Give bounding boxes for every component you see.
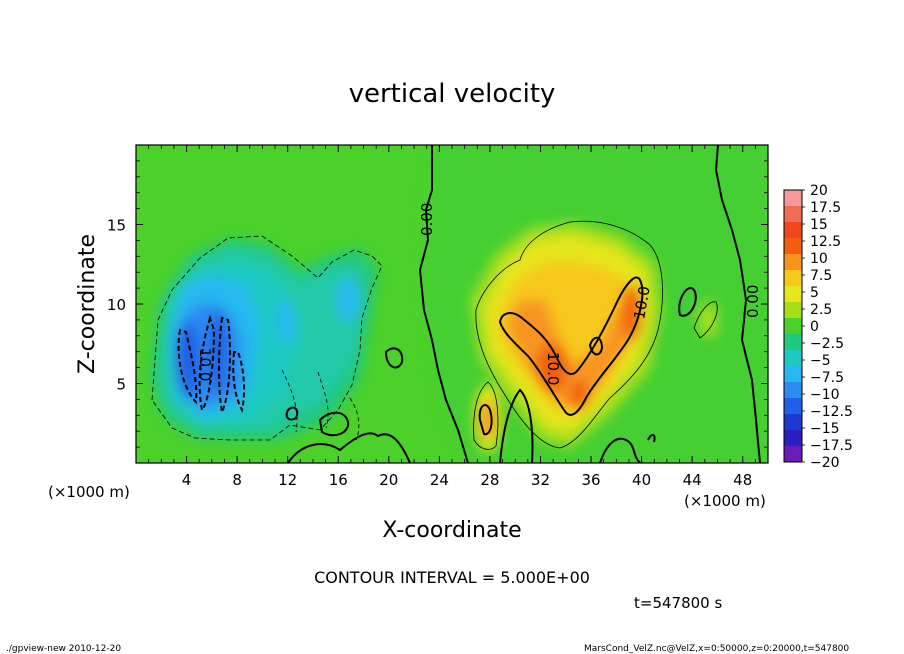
colorbar-swatch xyxy=(784,190,802,207)
x-tick-label: 44 xyxy=(683,471,702,489)
x-tick-label: 32 xyxy=(531,471,550,489)
x-tick-label: 28 xyxy=(480,471,499,489)
contour-label: 10.0 xyxy=(196,348,214,381)
colorbar-label: 2.5 xyxy=(810,302,832,318)
x-tick-label: 36 xyxy=(581,471,600,489)
footer-left: ./gpview-new 2010-12-20 xyxy=(6,644,121,654)
colorbar-swatch xyxy=(784,382,802,399)
contour-neg-10-b xyxy=(198,314,216,413)
colorbar-label: −2.5 xyxy=(810,336,844,352)
x-unit-right: (×1000 m) xyxy=(684,492,766,510)
footer-right: MarsCond_VelZ.nc@VelZ,x=0:50000,z=0:2000… xyxy=(584,644,849,654)
colorbar-swatch xyxy=(784,414,802,431)
x-tick-label: 40 xyxy=(632,471,651,489)
colorbar-label: 0 xyxy=(810,319,819,335)
updraft-region xyxy=(470,222,718,452)
y-axis: 5 10 15 xyxy=(107,160,768,448)
colorbar-label: −7.5 xyxy=(810,370,844,386)
contour-neg-outer xyxy=(151,235,383,441)
colorbar-label: −17.5 xyxy=(810,438,853,454)
contour-neg-10-c xyxy=(218,316,231,416)
colorbar-label: −12.5 xyxy=(810,404,853,420)
heatmap-field: 0.00 0.00 10.0 10.0 10.0 xyxy=(136,145,768,463)
x-tick-label: 16 xyxy=(329,471,348,489)
colorbar-swatch xyxy=(784,334,802,351)
x-axis-label: X-coordinate xyxy=(382,518,521,543)
contour-zero-main xyxy=(418,145,469,463)
colorbar-label: −20 xyxy=(810,455,840,471)
contour-zero-right xyxy=(714,145,761,463)
contour-label: 10.0 xyxy=(630,285,654,321)
colorbar-swatch xyxy=(784,222,802,239)
colorbar-swatch xyxy=(784,398,802,415)
colorbar-label: 17.5 xyxy=(810,200,841,216)
x-tick-label: 4 xyxy=(182,471,192,489)
colorbar-swatch xyxy=(784,446,802,463)
contour-pos-10-main xyxy=(498,276,644,416)
colorbar-swatch xyxy=(784,366,802,383)
contour-neg-10-a xyxy=(177,328,198,405)
contour-pos-outer xyxy=(475,220,663,449)
colorbar-swatch xyxy=(784,286,802,303)
colorbar-label: 12.5 xyxy=(810,234,841,250)
colorbar: 2017.51512.5107.552.50−2.5−5−7.5−10−12.5… xyxy=(783,183,853,471)
colorbar-label: 20 xyxy=(810,183,828,199)
colorbar-swatch xyxy=(784,318,802,335)
colorbar-label: 7.5 xyxy=(810,268,832,284)
colorbar-swatch xyxy=(784,206,802,223)
contour-lines xyxy=(151,145,761,463)
y-axis-label: Z-coordinate xyxy=(75,234,100,374)
colorbar-label: −15 xyxy=(810,421,840,437)
contour-label: 0.00 xyxy=(418,203,436,236)
colorbar-label: −10 xyxy=(810,387,840,403)
colorbar-swatch xyxy=(784,270,802,287)
x-tick-label: 24 xyxy=(430,471,449,489)
contour-label: 10.0 xyxy=(544,352,562,385)
colorbar-label: −5 xyxy=(810,353,831,369)
y-tick-label: 5 xyxy=(116,376,126,394)
contour-labels: 0.00 0.00 10.0 10.0 10.0 xyxy=(196,203,762,386)
x-axis: 4 8 12 16 20 24 28 32 36 40 44 48 xyxy=(148,145,756,489)
chart-title: vertical velocity xyxy=(349,79,556,109)
contour-label: 0.00 xyxy=(744,285,762,318)
x-tick-label: 48 xyxy=(733,471,752,489)
x-tick-label: 8 xyxy=(232,471,242,489)
downdraft-region xyxy=(150,238,378,440)
x-unit-left: (×1000 m) xyxy=(48,483,130,501)
colorbar-swatch xyxy=(784,430,802,447)
colorbar-swatch xyxy=(784,350,802,367)
colorbar-swatch xyxy=(784,254,802,271)
y-tick-label: 15 xyxy=(107,217,126,235)
x-tick-label: 12 xyxy=(278,471,297,489)
colorbar-label: 5 xyxy=(810,285,819,301)
x-tick-label: 20 xyxy=(379,471,398,489)
contour-neg-10-d xyxy=(232,351,246,413)
time-text: t=547800 s xyxy=(634,594,722,612)
colorbar-label: 15 xyxy=(810,217,828,233)
y-tick-label: 10 xyxy=(107,296,126,314)
colorbar-swatch xyxy=(784,238,802,255)
colorbar-label: 10 xyxy=(810,251,828,267)
contour-interval-text: CONTOUR INTERVAL = 5.000E+00 xyxy=(314,568,590,587)
colorbar-swatch xyxy=(784,302,802,319)
